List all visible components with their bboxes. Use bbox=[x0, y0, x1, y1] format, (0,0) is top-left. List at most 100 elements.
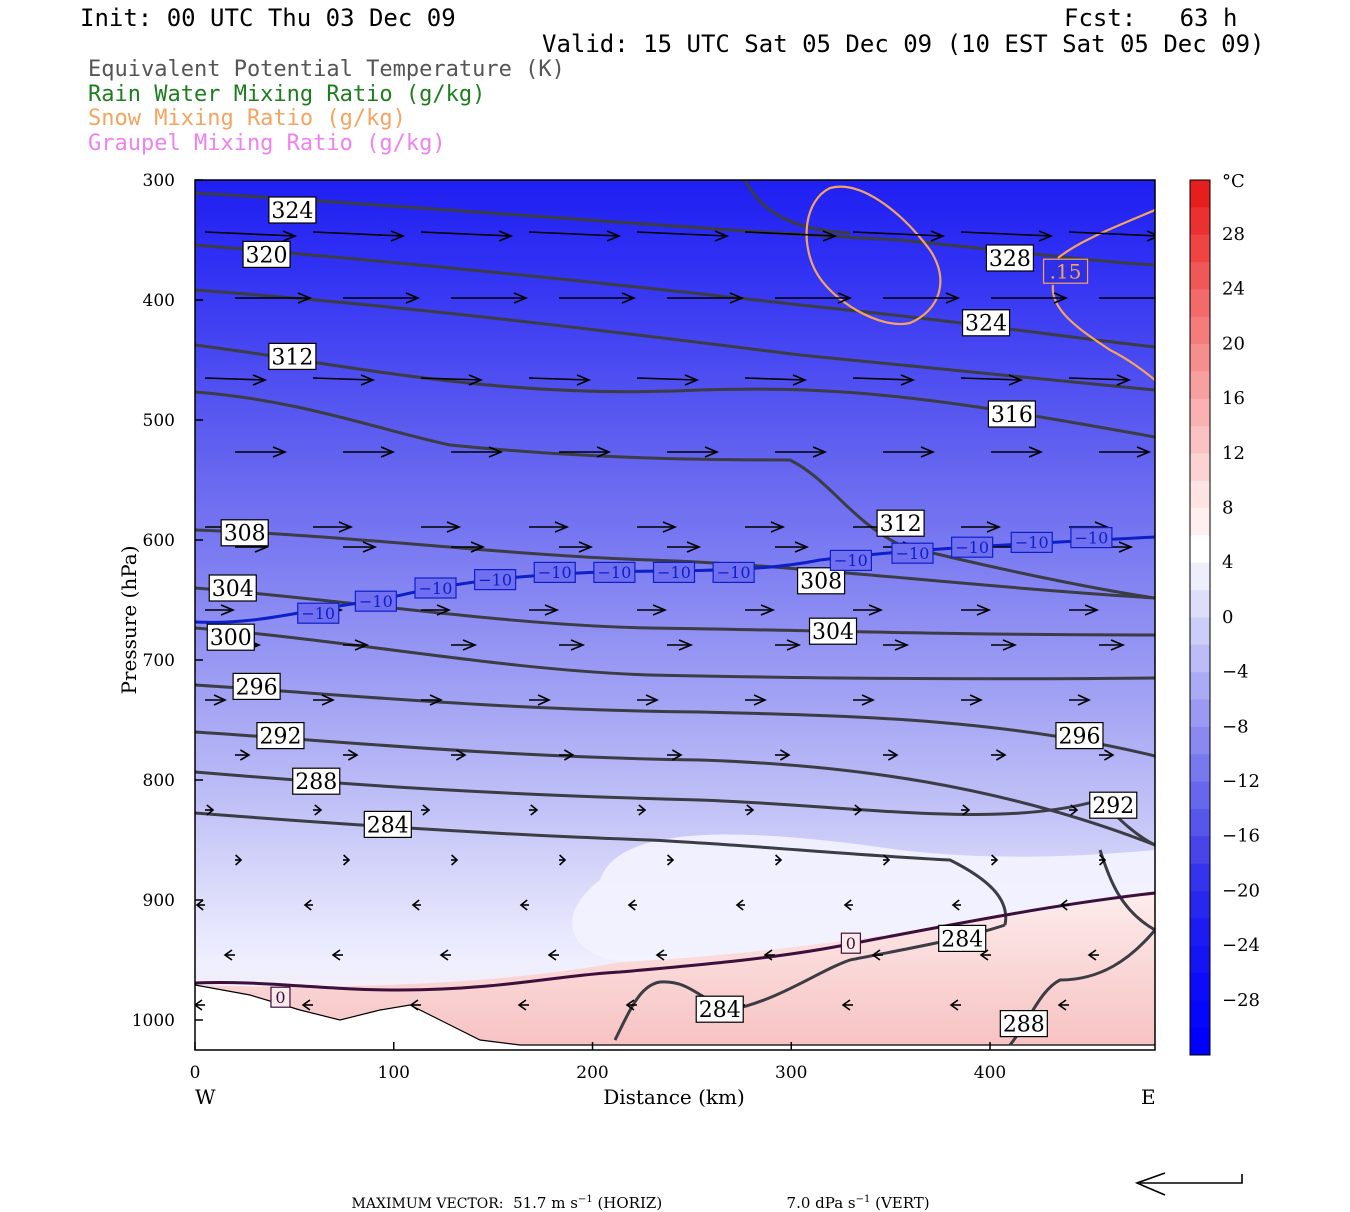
wind-vector-head bbox=[220, 604, 236, 616]
wind-vector bbox=[636, 231, 728, 237]
wind-vector-head bbox=[517, 999, 527, 1011]
colorbar-label: −28 bbox=[1222, 990, 1260, 1011]
wind-vector-head bbox=[625, 999, 635, 1011]
wind-vector-head bbox=[770, 521, 786, 533]
colorbar bbox=[1189, 179, 1211, 1056]
colorbar-swatch bbox=[1190, 508, 1210, 536]
colorbar-swatch bbox=[1190, 1000, 1210, 1029]
snow-contour-closed bbox=[805, 185, 942, 326]
temperature-label-box bbox=[533, 561, 576, 584]
horiz-vector-tag: (HORIZ) bbox=[592, 1194, 663, 1212]
wind-vector-head bbox=[1146, 230, 1155, 242]
theta-e-label: 284 bbox=[941, 927, 983, 952]
wind-vector-head bbox=[760, 604, 776, 616]
theta-e-312 bbox=[195, 390, 1155, 600]
wind-vector-head bbox=[606, 230, 622, 242]
temperature-label: −10 bbox=[955, 538, 989, 557]
wind-vector-head bbox=[792, 374, 808, 386]
wind-vector-head bbox=[714, 230, 730, 242]
wind-vector-head bbox=[621, 292, 637, 304]
colorbar-label: 20 bbox=[1222, 333, 1245, 354]
wind-vector-head bbox=[627, 899, 636, 911]
wind-vector-head bbox=[446, 521, 462, 533]
wind-vector-head bbox=[390, 230, 406, 242]
snow-label-box bbox=[1042, 258, 1089, 284]
wind-vector bbox=[960, 377, 1022, 381]
wind-vector bbox=[420, 231, 512, 237]
temperature-labels: −10 −10 −10 −10 −10 −10 −10 −10 −10 −10 −10 −10 −10 0… bbox=[270, 526, 1113, 1008]
wind-vector bbox=[312, 377, 374, 381]
wind-vector-head bbox=[272, 446, 288, 458]
x-axis-east-label: E bbox=[1141, 1085, 1156, 1109]
x-tick-label: 300 bbox=[775, 1063, 807, 1083]
temperature-label-box bbox=[270, 986, 291, 1008]
theta-e-label-box bbox=[208, 574, 257, 602]
vert-vector-caption: 7.0 dPa s−1 (VERT) bbox=[777, 1176, 930, 1212]
wind-vector-head bbox=[837, 292, 853, 304]
wind-vector-head bbox=[841, 999, 851, 1011]
wind-vector-head bbox=[206, 804, 215, 816]
wind-vector bbox=[852, 377, 914, 381]
wind-vector-head bbox=[1002, 639, 1018, 651]
colorbar-label: 0 bbox=[1222, 607, 1233, 628]
wind-vector-head bbox=[213, 694, 227, 706]
temperature-label: −10 bbox=[538, 563, 572, 582]
wind-vector bbox=[1068, 231, 1155, 237]
temperature-label-box bbox=[593, 561, 636, 584]
wind-vector-head bbox=[235, 854, 243, 866]
wind-vector-head bbox=[252, 374, 268, 386]
colorbar-label: −20 bbox=[1222, 880, 1260, 901]
x-tick-label: 0 bbox=[190, 1063, 201, 1083]
wind-vector-head bbox=[1118, 541, 1134, 553]
colorbar-swatch bbox=[1190, 1027, 1210, 1056]
colorbar-swatch bbox=[1190, 590, 1210, 618]
wind-vector-head bbox=[239, 749, 251, 761]
colorbar-swatch bbox=[1190, 562, 1210, 591]
zero-isotherm bbox=[195, 891, 1155, 992]
y-tick-label: 400 bbox=[143, 291, 175, 311]
theta-e-label: 312 bbox=[880, 512, 922, 537]
temperature-label: −10 bbox=[359, 592, 393, 611]
temperature-label-box bbox=[840, 932, 862, 954]
wind-vector-head bbox=[422, 804, 431, 816]
temperature-label-box bbox=[414, 577, 457, 599]
wind-vector-head bbox=[843, 899, 852, 911]
colorbar-label: −12 bbox=[1222, 771, 1260, 792]
legend-snow: Snow Mixing Ratio (g/kg) bbox=[88, 106, 406, 131]
wind-vector-head bbox=[900, 374, 916, 386]
wind-vector-head bbox=[812, 446, 828, 458]
wind-vector-head bbox=[995, 749, 1007, 761]
wind-vector-head bbox=[871, 949, 881, 961]
theta-e-label: 292 bbox=[259, 725, 301, 750]
theta-e-308 bbox=[195, 528, 1155, 600]
wind-vector-head bbox=[314, 804, 323, 816]
colorbar-swatch bbox=[1190, 289, 1210, 318]
theta-e-label-box bbox=[232, 672, 281, 701]
y-tick-label: 500 bbox=[143, 411, 175, 431]
theta-e-label-box bbox=[695, 995, 744, 1023]
wind-vector-head bbox=[1087, 949, 1097, 961]
colorbar-swatch bbox=[1190, 617, 1210, 646]
theta-e-292 bbox=[195, 730, 1155, 847]
theta-e-label: 284 bbox=[367, 813, 409, 838]
wind-vector-head bbox=[652, 604, 668, 616]
temperature-label-box bbox=[474, 568, 517, 591]
y-axis: 300 400 500 600 700 800 900 1000 bbox=[132, 171, 203, 1031]
temperature-label-box bbox=[712, 561, 755, 584]
wind-vector-head bbox=[301, 999, 311, 1011]
theta-e-304 bbox=[195, 586, 1155, 637]
snow-labels: .15 bbox=[1042, 258, 1089, 284]
y-tick-label: 600 bbox=[143, 531, 175, 551]
wind-vector-head bbox=[354, 639, 370, 651]
theta-e-label-box bbox=[1055, 721, 1104, 750]
wind-vector-head bbox=[470, 541, 486, 553]
theta-e-label: 288 bbox=[1003, 1013, 1045, 1038]
wind-vector-head bbox=[498, 230, 514, 242]
colorbar-swatch bbox=[1190, 945, 1210, 974]
theta-e-label-box bbox=[808, 617, 858, 645]
wind-vector bbox=[204, 377, 266, 381]
theta-e-label-box bbox=[363, 810, 412, 839]
theta-e-label-box bbox=[961, 309, 1011, 337]
colorbar-label: 4 bbox=[1222, 552, 1233, 573]
theta-e-label: 316 bbox=[991, 403, 1033, 428]
